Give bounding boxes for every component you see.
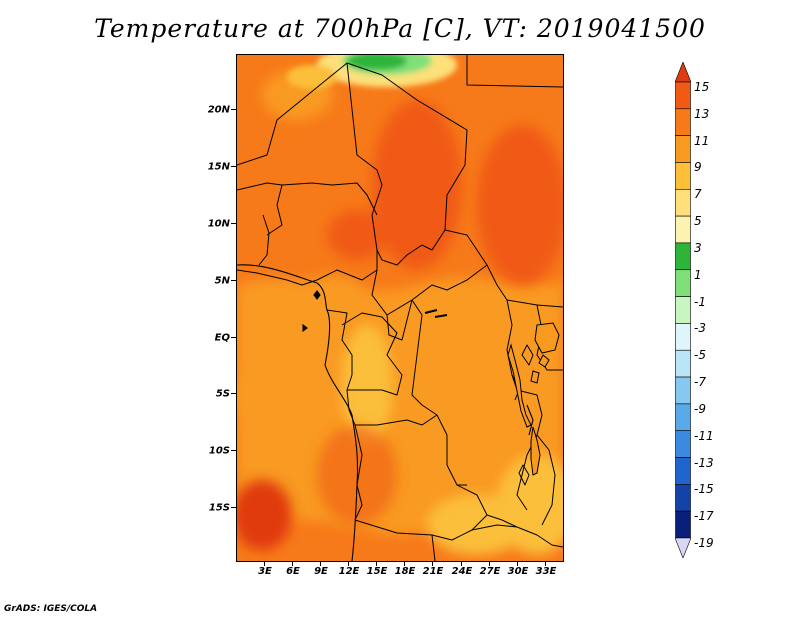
x-tick-label: 18E <box>394 566 416 577</box>
chart-title: Temperature at 700hPa [C], VT: 201904150… <box>94 14 706 43</box>
x-tick-label: 21E <box>422 566 444 577</box>
y-tick-mark <box>231 166 236 167</box>
colorbar-label: 1 <box>694 267 702 282</box>
temperature-map <box>236 54 564 562</box>
x-tick-mark <box>404 562 405 566</box>
colorbar-bottom-arrow <box>675 537 691 558</box>
colorbar-label: -7 <box>694 375 706 390</box>
colorbar-segment <box>675 135 691 163</box>
x-tick-mark <box>545 562 546 566</box>
colorbar-label: 5 <box>694 214 702 229</box>
colorbar-label: 9 <box>694 160 702 175</box>
x-tick-label: 24E <box>451 566 473 577</box>
x-tick-mark <box>489 562 490 566</box>
colorbar-label: -5 <box>694 348 706 363</box>
lakes <box>507 322 560 476</box>
colorbar-segment <box>675 215 691 244</box>
y-tick-mark <box>231 450 236 451</box>
x-tick-label: 3E <box>258 566 272 577</box>
x-tick-mark <box>432 562 433 566</box>
colorbar-label: 15 <box>694 80 710 94</box>
colorbar-segment <box>675 484 691 512</box>
colorbar-label: -17 <box>694 509 714 524</box>
colorbar-segment <box>675 162 691 190</box>
y-tick-label: 5N <box>214 275 230 287</box>
x-tick-mark <box>376 562 377 566</box>
colorbar-segment <box>675 81 691 110</box>
y-tick-label: EQ <box>214 332 230 344</box>
coastline <box>237 264 534 561</box>
x-tick-label: 12E <box>338 566 360 577</box>
colorbar-segment <box>675 108 691 136</box>
x-tick-label: 9E <box>314 566 328 577</box>
colorbar-label: -1 <box>694 294 706 309</box>
colorbar-segment <box>675 403 691 432</box>
y-tick-mark <box>231 337 236 338</box>
y-tick-mark <box>231 393 236 394</box>
x-tick-mark <box>292 562 293 566</box>
colorbar-segment <box>675 323 691 351</box>
y-tick-mark <box>231 109 236 110</box>
colorbar-label: -3 <box>694 321 706 336</box>
x-tick-mark <box>461 562 462 566</box>
colorbar-top-arrow <box>675 62 691 83</box>
colorbar-label: -11 <box>694 428 714 443</box>
x-tick-mark <box>264 562 265 566</box>
colorbar-segment <box>675 430 691 458</box>
colorbar-segment <box>675 242 691 271</box>
colorbar-segment <box>675 188 691 217</box>
field-warm <box>237 70 563 550</box>
x-tick-label: 27E <box>479 566 501 577</box>
country-borders <box>237 55 563 561</box>
colorbar-label: -9 <box>694 401 706 416</box>
field-north-cold <box>287 55 457 89</box>
colorbar-segment <box>675 269 691 297</box>
y-tick-mark <box>231 223 236 224</box>
map-svg <box>237 55 563 561</box>
x-tick-mark <box>517 562 518 566</box>
y-tick-label: 10S <box>208 445 230 457</box>
colorbar-label: 3 <box>694 240 702 255</box>
x-tick-label: 33E <box>535 566 557 577</box>
colorbar-label: -19 <box>694 536 714 550</box>
colorbar-label: -13 <box>694 455 714 470</box>
y-tick-mark <box>231 507 236 508</box>
y-tick-label: 10N <box>207 218 230 230</box>
colorbar-label: 13 <box>694 106 710 121</box>
x-tick-label: 6E <box>286 566 300 577</box>
credit-footer: GrADS: IGES/COLA <box>4 604 98 614</box>
y-tick-label: 15S <box>208 502 230 514</box>
colorbar-label: -15 <box>694 482 714 497</box>
colorbar-svg <box>675 62 691 558</box>
x-tick-label: 15E <box>366 566 388 577</box>
colorbar-label: 11 <box>694 133 710 148</box>
colorbar-segment <box>675 457 691 485</box>
x-tick-mark <box>320 562 321 566</box>
x-tick-mark <box>348 562 349 566</box>
y-tick-label: 5S <box>215 388 230 400</box>
colorbar-segment <box>675 296 691 324</box>
y-tick-label: 15N <box>207 161 230 173</box>
y-tick-mark <box>231 280 236 281</box>
y-tick-label: 20N <box>207 104 230 116</box>
colorbar-segment <box>675 376 691 405</box>
x-tick-label: 30E <box>507 566 529 577</box>
colorbar-segment <box>675 510 691 539</box>
colorbar-label: 7 <box>694 187 702 202</box>
colorbar-segment <box>675 349 691 378</box>
